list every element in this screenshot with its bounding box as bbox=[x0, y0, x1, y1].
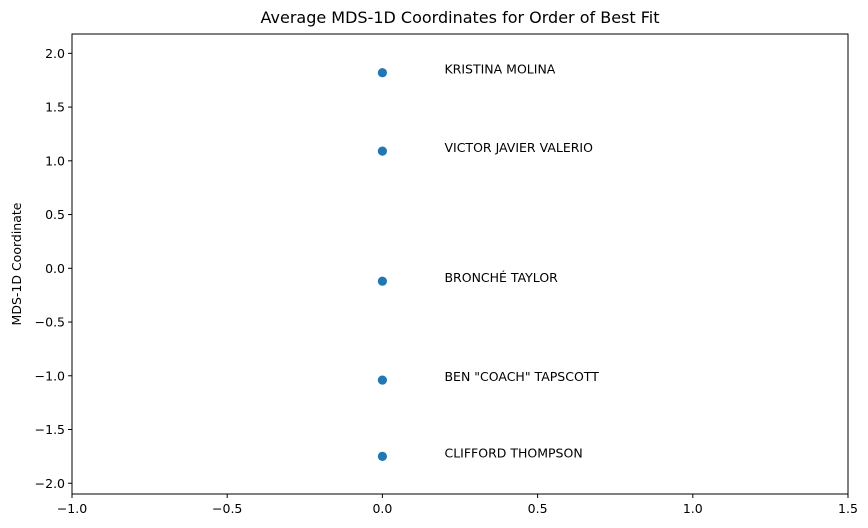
point-label: BRONCHÉ TAYLOR bbox=[444, 270, 558, 285]
y-tick-label: −1.5 bbox=[35, 422, 65, 437]
y-tick-label: 1.0 bbox=[45, 153, 65, 168]
y-tick-label: −1.0 bbox=[35, 368, 65, 383]
y-tick-label: 0.0 bbox=[45, 261, 65, 276]
y-tick-label: 0.5 bbox=[45, 207, 65, 222]
x-tick-label: 1.5 bbox=[838, 501, 858, 516]
y-tick-label: 1.5 bbox=[45, 100, 65, 115]
x-tick-label: −1.0 bbox=[57, 501, 87, 516]
point-label: CLIFFORD THOMPSON bbox=[444, 445, 582, 460]
y-tick-label: 2.0 bbox=[45, 46, 65, 61]
data-point bbox=[377, 276, 387, 286]
x-tick-label: −0.5 bbox=[212, 501, 242, 516]
data-point bbox=[377, 146, 387, 156]
point-label: VICTOR JAVIER VALERIO bbox=[444, 140, 593, 155]
data-point bbox=[377, 451, 387, 461]
y-tick-label: −0.5 bbox=[35, 315, 65, 330]
x-tick-label: 1.0 bbox=[683, 501, 703, 516]
x-tick-label: 0.0 bbox=[372, 501, 392, 516]
chart-title: Average MDS-1D Coordinates for Order of … bbox=[261, 8, 660, 27]
axes-frame bbox=[71, 33, 849, 495]
y-axis-label: MDS-1D Coordinate bbox=[9, 202, 24, 325]
y-tick-label: −2.0 bbox=[35, 476, 65, 491]
data-point bbox=[377, 375, 387, 385]
data-point bbox=[377, 68, 387, 78]
point-label: KRISTINA MOLINA bbox=[444, 62, 555, 77]
x-tick-label: 0.5 bbox=[528, 501, 548, 516]
point-label: BEN "COACH" TAPSCOTT bbox=[444, 369, 599, 384]
plot-area: −1.0 −0.5 0.0 0.5 1.0 1.5 −2.0 −1.5 −1.0 −0.5 0.0 0… bbox=[35, 46, 858, 516]
